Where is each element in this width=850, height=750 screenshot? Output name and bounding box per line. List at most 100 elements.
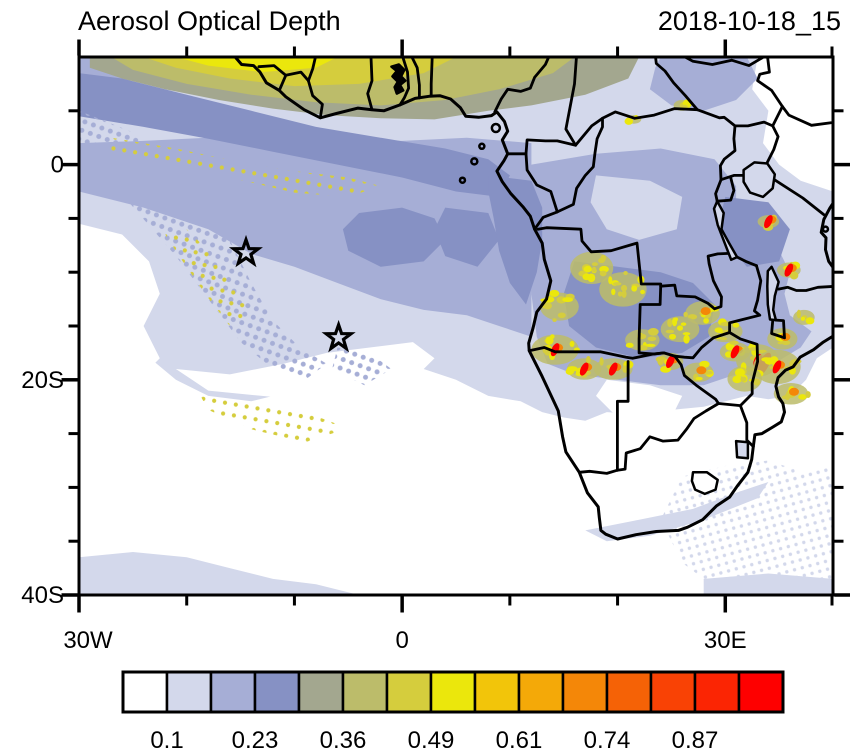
- fire-yellow-speck: [620, 284, 628, 292]
- fire-red-core: [730, 345, 740, 359]
- axis-ticks: [61, 39, 850, 613]
- y-axis-tick-label: 40S: [21, 582, 64, 609]
- colorbar-cell: [297, 670, 345, 714]
- colorbar-cell: [737, 670, 785, 714]
- border: [756, 57, 833, 127]
- fire-yellow-speck: [569, 340, 575, 348]
- fire-yellow-speck: [805, 391, 811, 398]
- fire-yellow-speck: [582, 273, 591, 281]
- colorbar-outline: [121, 670, 785, 714]
- slate-coastal-angola: [488, 175, 543, 305]
- border: [429, 57, 434, 98]
- fire-yellow-speck: [591, 262, 598, 267]
- colorbar-label: 0.36: [320, 727, 367, 750]
- fire-orange-core: [696, 366, 707, 375]
- fire-yellow-speck: [667, 318, 673, 328]
- border: [493, 57, 551, 114]
- yellow-speck-diagonal: [165, 229, 252, 326]
- fire-yellow-speck: [781, 340, 791, 346]
- colorbar-cell: [649, 670, 697, 714]
- fire-yellow-speck: [769, 365, 774, 369]
- fire-cluster: [773, 383, 811, 405]
- border: [574, 107, 699, 147]
- colorbar-label: 0.49: [408, 727, 455, 750]
- fire-yellow-speck: [645, 343, 656, 348]
- slate-patch-near-star: [342, 207, 446, 267]
- fire-yellow-speck: [748, 347, 758, 351]
- fire-yellow-speck: [695, 376, 703, 381]
- fire-yellow-speck: [648, 328, 659, 336]
- fire-yellow-speck: [732, 375, 742, 384]
- fire-yellow-speck: [611, 288, 616, 296]
- fire-yellow-speck: [585, 356, 591, 364]
- timestamp: 2018-10-18_15: [658, 6, 841, 36]
- coastlines-and-borders: [233, 57, 833, 541]
- border: [533, 116, 604, 231]
- fire-cluster: [593, 357, 634, 380]
- border: [695, 108, 737, 203]
- border: [673, 331, 731, 360]
- border: [506, 138, 577, 156]
- fire-cluster: [625, 328, 660, 351]
- light-streak-south-coast: [585, 482, 769, 542]
- fire-yellow-speck: [657, 357, 664, 365]
- colorbar-label: 0.1: [150, 727, 183, 750]
- fire-red-core: [579, 362, 589, 376]
- border: [366, 57, 374, 112]
- island-outline: [470, 157, 479, 166]
- fire-yellow-speck: [734, 368, 745, 377]
- coastline-east-africa: [819, 200, 833, 270]
- swaziland-border: [734, 439, 750, 460]
- fire-red-core: [772, 360, 782, 374]
- fire-yellow-speck: [550, 334, 555, 339]
- lake-volta: [390, 63, 407, 95]
- colorbar-cell: [473, 670, 521, 714]
- colorbar-cell: [429, 670, 477, 714]
- island-outline: [478, 142, 486, 151]
- x-axis-tick-label: 0: [395, 627, 408, 654]
- colorbar-cell: [693, 670, 741, 714]
- fire-red-core: [764, 215, 773, 229]
- fire-yellow-speck: [598, 257, 605, 264]
- speckle-patch-near-star2: [332, 347, 392, 386]
- fire-yellow-speck: [599, 270, 607, 277]
- fire-yellow-speck: [583, 265, 592, 273]
- fire-yellow-speck: [753, 378, 761, 386]
- border: [765, 124, 780, 164]
- fire-yellow-speck: [680, 322, 687, 326]
- fire-yellow-speck: [669, 333, 677, 340]
- fire-yellow-speck: [552, 318, 557, 322]
- slate-band-equatorial: [79, 73, 510, 197]
- fire-yellow-speck: [671, 317, 678, 327]
- border: [306, 57, 317, 83]
- border: [770, 313, 786, 340]
- border: [673, 354, 720, 405]
- fire-cluster: [655, 352, 684, 373]
- fire-yellow-speck: [789, 271, 799, 280]
- fire-yellow-speck: [623, 271, 628, 276]
- y-axis-tick-label: 0: [51, 152, 64, 179]
- border: [257, 64, 288, 92]
- light-streak-southwest: [79, 552, 360, 595]
- fire-yellow-speck: [665, 329, 675, 334]
- colorbar-label: 0.87: [672, 727, 719, 750]
- x-axis-tick-label: 30W: [63, 627, 113, 654]
- border: [733, 105, 784, 128]
- colorbar-cell: [121, 670, 169, 714]
- fire-yellow-speck: [677, 325, 684, 331]
- colorbar-label: 0.61: [496, 727, 543, 750]
- border: [616, 402, 720, 472]
- yellow-speck-arc-equator: [105, 137, 381, 197]
- fire-yellow-speck: [720, 322, 731, 327]
- slate-tanzania: [719, 196, 790, 267]
- fire-yellow-speck: [682, 332, 691, 336]
- plot-title: Aerosol Optical Depth: [78, 6, 341, 36]
- congo-light-patch: [590, 175, 683, 240]
- border: [564, 57, 578, 147]
- border: [777, 285, 833, 292]
- star-marker: [228, 234, 263, 268]
- fire-cluster: [776, 261, 801, 280]
- border: [527, 346, 666, 360]
- fire-cluster: [565, 356, 602, 380]
- clean-region-west-atlantic: [79, 223, 160, 386]
